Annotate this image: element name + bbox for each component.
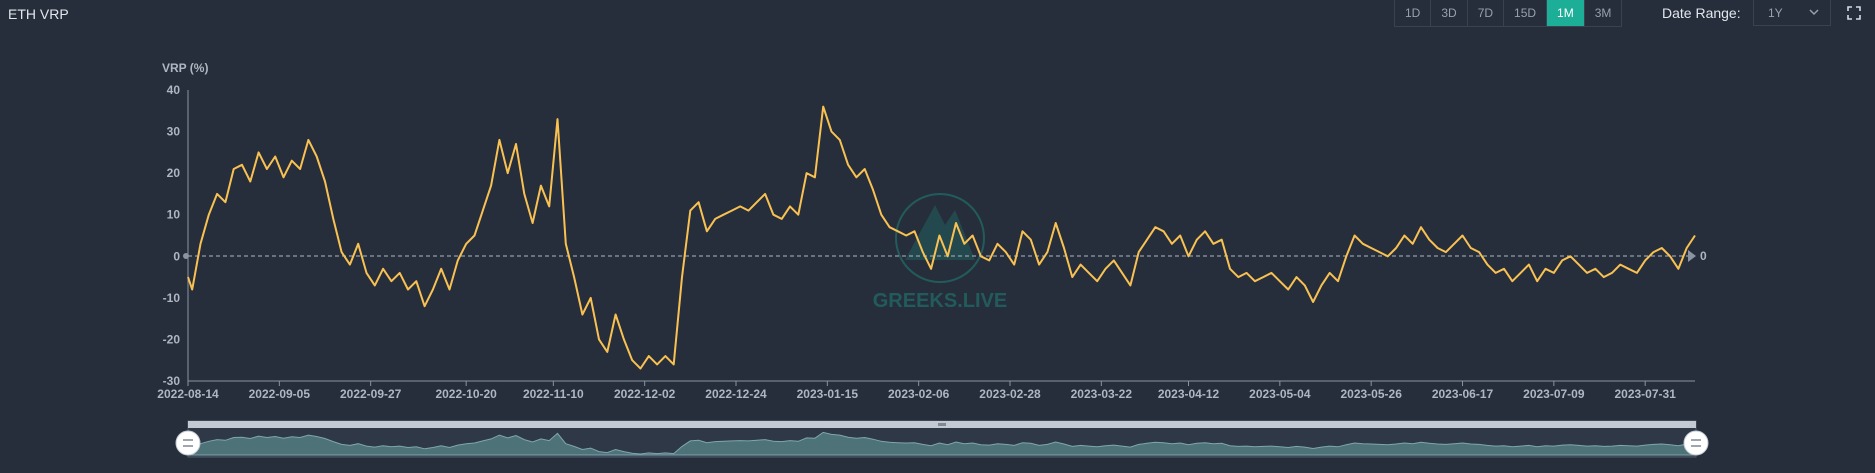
x-tick-label: 2022-10-20: [435, 387, 497, 401]
x-tick-label: 2023-04-12: [1158, 387, 1220, 401]
y-tick-label: -30: [163, 374, 181, 388]
y-tick-label: -10: [163, 291, 181, 305]
zero-marker-right: [1688, 250, 1696, 262]
x-tick-label: 2022-11-10: [523, 387, 584, 401]
y-tick-label: -20: [163, 332, 181, 346]
date-range-label: Date Range:: [1662, 5, 1741, 21]
x-tick-label: 2023-06-17: [1432, 387, 1494, 401]
x-tick-label: 2023-01-15: [797, 387, 859, 401]
zoom-slider-grip[interactable]: [938, 423, 946, 426]
y-tick-label: 20: [167, 166, 181, 180]
range-button-7d[interactable]: 7D: [1467, 0, 1505, 26]
y-axis-label: VRP (%): [162, 61, 208, 75]
range-button-1d[interactable]: 1D: [1395, 0, 1432, 26]
x-tick-label: 2022-12-02: [614, 387, 676, 401]
range-button-3m[interactable]: 3M: [1584, 0, 1622, 26]
x-tick-label: 2023-03-22: [1071, 387, 1133, 401]
zero-marker-left: [183, 253, 189, 259]
x-tick-label: 2022-12-24: [705, 387, 767, 401]
x-tick-label: 2023-07-31: [1614, 387, 1676, 401]
range-button-1m[interactable]: 1M: [1547, 0, 1585, 26]
x-tick-label: 2022-09-27: [340, 387, 402, 401]
x-tick-label: 2023-05-04: [1249, 387, 1311, 401]
y-tick-label: 0: [173, 249, 180, 263]
x-axis: 2022-08-14 2022-09-05 2022-09-27 2022-10-20…: [157, 381, 1676, 401]
range-button-15d[interactable]: 15D: [1504, 0, 1548, 26]
date-range-select[interactable]: 1Y: [1753, 0, 1831, 26]
zoom-handle-left[interactable]: [175, 430, 201, 456]
zoom-slider-preview: [187, 431, 1696, 456]
date-range-value: 1Y: [1768, 6, 1783, 20]
watermark-text: GREEKS.LIVE: [873, 290, 1007, 312]
y-axis: 40 30 20 10 0 -10 -20 -30: [163, 83, 181, 388]
time-range-selector: 1D 3D 7D 15D 1M 3M: [1394, 0, 1623, 27]
y-tick-label: 40: [167, 83, 181, 97]
x-tick-label: 2023-02-06: [888, 387, 950, 401]
chevron-down-icon: [1808, 6, 1820, 21]
last-value-label: 0: [1700, 249, 1707, 263]
watermark-mountain-icon: [905, 205, 975, 260]
y-tick-label: 30: [167, 125, 181, 139]
vrp-series-line: [187, 105, 1696, 370]
x-tick-label: 2023-02-28: [979, 387, 1041, 401]
x-tick-label: 2022-08-14: [157, 387, 219, 401]
x-tick-label: 2023-07-09: [1523, 387, 1585, 401]
chart-title: ETH VRP: [8, 6, 69, 22]
watermark: GREEKS.LIVE: [873, 193, 1007, 312]
watermark-logo-icon: [895, 193, 985, 283]
x-tick-label: 2022-09-05: [249, 387, 311, 401]
fullscreen-icon[interactable]: [1846, 5, 1862, 21]
zoom-slider[interactable]: [175, 420, 1709, 458]
zoom-handle-right[interactable]: [1683, 430, 1709, 456]
range-button-3d[interactable]: 3D: [1431, 0, 1468, 26]
y-tick-label: 10: [167, 208, 181, 222]
x-tick-label: 2023-05-26: [1340, 387, 1402, 401]
